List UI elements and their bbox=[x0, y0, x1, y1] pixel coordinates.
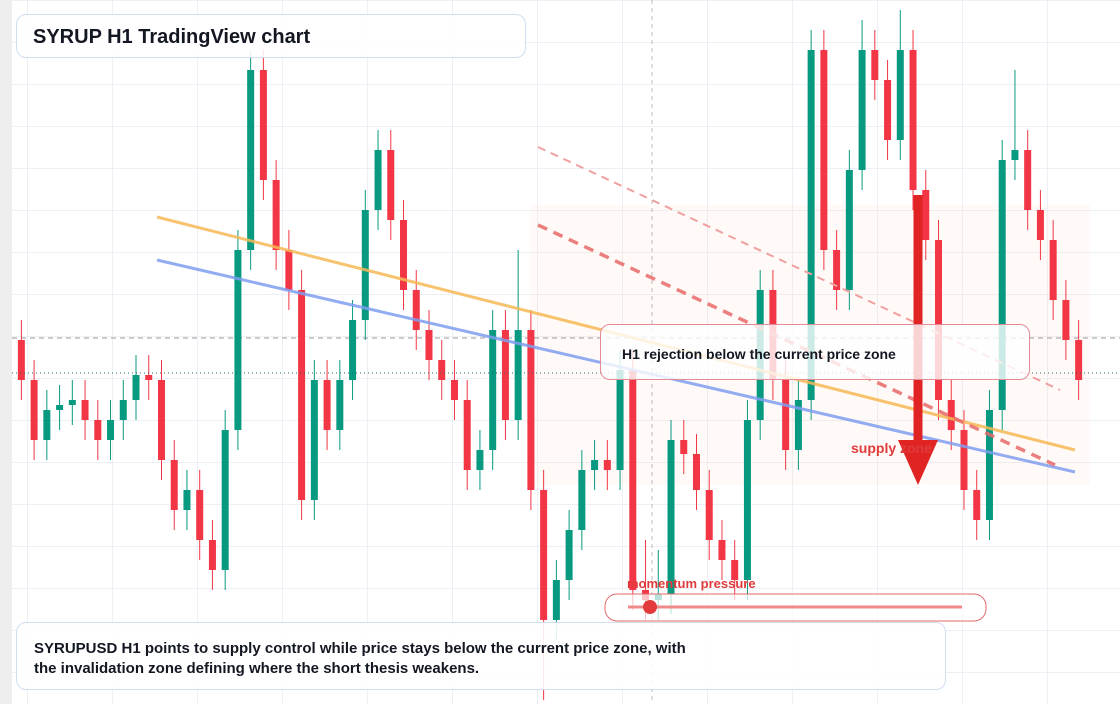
candle-body bbox=[145, 375, 153, 380]
candle-body bbox=[1024, 150, 1032, 210]
candle-body bbox=[884, 80, 892, 140]
trendline bbox=[537, 223, 1056, 467]
candle-body bbox=[845, 170, 853, 290]
candle-body bbox=[298, 290, 306, 500]
candle-body bbox=[81, 400, 89, 420]
candle-body bbox=[591, 460, 599, 470]
candle-body bbox=[1049, 240, 1057, 300]
candle-body bbox=[132, 375, 140, 400]
candle-body bbox=[349, 320, 357, 380]
candle-body bbox=[833, 250, 841, 290]
candle-body bbox=[285, 250, 293, 290]
candle-body bbox=[947, 400, 955, 430]
candle-body bbox=[208, 540, 216, 570]
candle-body bbox=[858, 50, 866, 170]
candle-body bbox=[43, 410, 51, 440]
candle-body bbox=[361, 210, 369, 320]
candle-body bbox=[680, 440, 688, 454]
candle-body bbox=[107, 420, 115, 440]
candle-body bbox=[973, 490, 981, 520]
candle-body bbox=[1075, 340, 1083, 380]
candle-body bbox=[170, 460, 178, 510]
candle-body bbox=[196, 490, 204, 540]
candle-body bbox=[909, 50, 917, 190]
left-edge bbox=[0, 0, 12, 704]
candle-body bbox=[782, 380, 790, 450]
candle-body bbox=[234, 250, 242, 430]
candle-body bbox=[667, 440, 675, 594]
candle-body bbox=[157, 380, 165, 460]
candle-body bbox=[489, 330, 497, 450]
candle-body bbox=[17, 340, 25, 380]
candle-body bbox=[616, 370, 624, 470]
candle-body bbox=[922, 190, 930, 240]
candle-body bbox=[514, 330, 522, 420]
caption: SYRUPUSD H1 points to supply control whi… bbox=[34, 640, 686, 677]
candle-body bbox=[718, 540, 726, 560]
candle-body bbox=[272, 180, 280, 250]
candle-body bbox=[412, 290, 420, 330]
annotation: H1 rejection below the current price zon… bbox=[622, 346, 896, 362]
candle-body bbox=[552, 580, 560, 620]
candle-body bbox=[336, 380, 344, 430]
candle-body bbox=[94, 420, 102, 440]
candle-body bbox=[705, 490, 713, 540]
annotation: supply zone bbox=[851, 440, 932, 456]
candle-body bbox=[896, 50, 904, 140]
candle-body bbox=[438, 360, 446, 380]
candle-body bbox=[30, 380, 38, 440]
candle-body bbox=[259, 70, 267, 180]
candle-body bbox=[387, 150, 395, 220]
candle-body bbox=[565, 530, 573, 580]
candle-body bbox=[1036, 210, 1044, 240]
title-box: SYRUP H1 TradingView chart bbox=[16, 14, 526, 58]
candle-body bbox=[183, 490, 191, 510]
candle-body bbox=[820, 50, 828, 250]
annotation: momentum pressure bbox=[627, 576, 756, 591]
candle-body bbox=[247, 70, 255, 250]
candle-body bbox=[450, 380, 458, 400]
candle-body bbox=[463, 400, 471, 470]
candle-body bbox=[68, 400, 76, 405]
caption-box: SYRUPUSD H1 points to supply control whi… bbox=[16, 622, 946, 690]
chart-title: SYRUP H1 TradingView chart bbox=[33, 26, 311, 48]
candle-body bbox=[871, 50, 879, 80]
candle-body bbox=[527, 330, 535, 490]
candle-body bbox=[960, 430, 968, 490]
candle-body bbox=[56, 405, 64, 410]
candle-body bbox=[501, 330, 509, 420]
candle-body bbox=[578, 470, 586, 530]
callout-box: H1 rejection below the current price zon… bbox=[600, 324, 1030, 380]
candle-body bbox=[731, 560, 739, 580]
candle-body bbox=[221, 430, 229, 570]
candle-body bbox=[807, 50, 815, 400]
candle-body bbox=[310, 380, 318, 500]
candle-body bbox=[935, 240, 943, 400]
candle-body bbox=[629, 370, 637, 590]
candle-body bbox=[400, 220, 408, 290]
candle-body bbox=[323, 380, 331, 430]
candle-body bbox=[1062, 300, 1070, 340]
candles bbox=[17, 10, 1083, 700]
candle-body bbox=[476, 450, 484, 470]
candle-body bbox=[743, 420, 751, 580]
candle-body bbox=[603, 460, 611, 470]
candle-body bbox=[692, 454, 700, 490]
candle-body bbox=[540, 490, 548, 620]
candle-body bbox=[425, 330, 433, 360]
arrow-head bbox=[898, 440, 938, 485]
candle-body bbox=[374, 150, 382, 210]
candle-body bbox=[998, 160, 1006, 410]
momentum-knob bbox=[643, 600, 657, 614]
candle-body bbox=[794, 400, 802, 450]
candle-body bbox=[1011, 150, 1019, 160]
candle-body bbox=[985, 410, 993, 520]
candle-body bbox=[119, 400, 127, 420]
